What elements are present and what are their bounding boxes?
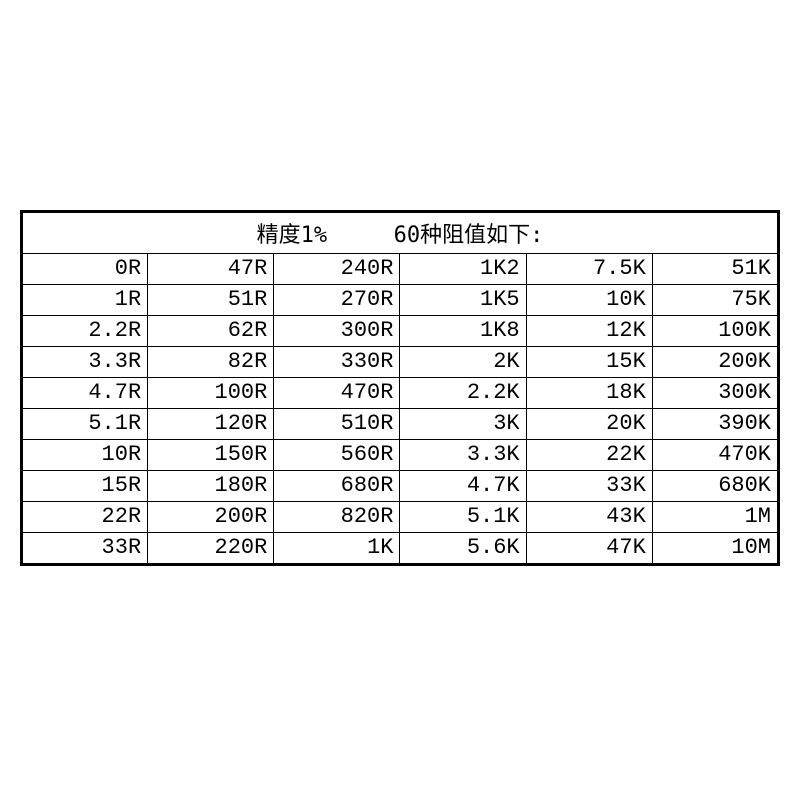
cell: 5.6K: [400, 533, 526, 565]
cell: 680K: [652, 471, 778, 502]
cell: 390K: [652, 409, 778, 440]
cell: 240R: [274, 254, 400, 285]
cell: 15R: [22, 471, 148, 502]
cell: 75K: [652, 285, 778, 316]
cell: 180R: [148, 471, 274, 502]
cell: 82R: [148, 347, 274, 378]
cell: 1K8: [400, 316, 526, 347]
table-row: 0R 47R 240R 1K2 7.5K 51K: [22, 254, 779, 285]
resistor-value-table: 精度1% 60种阻值如下: 0R 47R 240R 1K2 7.5K 51K 1…: [20, 210, 780, 566]
cell: 0R: [22, 254, 148, 285]
cell: 47K: [526, 533, 652, 565]
cell: 560R: [274, 440, 400, 471]
table-row: 33R 220R 1K 5.6K 47K 10M: [22, 533, 779, 565]
cell: 220R: [148, 533, 274, 565]
cell: 2.2K: [400, 378, 526, 409]
cell: 300R: [274, 316, 400, 347]
cell: 150R: [148, 440, 274, 471]
cell: 270R: [274, 285, 400, 316]
cell: 200R: [148, 502, 274, 533]
cell: 330R: [274, 347, 400, 378]
cell: 1K: [274, 533, 400, 565]
cell: 33R: [22, 533, 148, 565]
cell: 20K: [526, 409, 652, 440]
cell: 1R: [22, 285, 148, 316]
cell: 22R: [22, 502, 148, 533]
cell: 43K: [526, 502, 652, 533]
cell: 4.7K: [400, 471, 526, 502]
cell: 62R: [148, 316, 274, 347]
cell: 3.3R: [22, 347, 148, 378]
cell: 51K: [652, 254, 778, 285]
cell: 10M: [652, 533, 778, 565]
table-body: 0R 47R 240R 1K2 7.5K 51K 1R 51R 270R 1K5…: [22, 254, 779, 565]
cell: 22K: [526, 440, 652, 471]
cell: 12K: [526, 316, 652, 347]
table-row: 3.3R 82R 330R 2K 15K 200K: [22, 347, 779, 378]
cell: 470R: [274, 378, 400, 409]
cell: 2K: [400, 347, 526, 378]
table-header: 精度1% 60种阻值如下:: [22, 212, 779, 254]
header-count: 60种阻值如下:: [394, 217, 544, 249]
cell: 10R: [22, 440, 148, 471]
cell: 5.1R: [22, 409, 148, 440]
table-row: 10R 150R 560R 3.3K 22K 470K: [22, 440, 779, 471]
table-row: 22R 200R 820R 5.1K 43K 1M: [22, 502, 779, 533]
cell: 680R: [274, 471, 400, 502]
table-row: 2.2R 62R 300R 1K8 12K 100K: [22, 316, 779, 347]
table-row: 5.1R 120R 510R 3K 20K 390K: [22, 409, 779, 440]
cell: 1K2: [400, 254, 526, 285]
cell: 1K5: [400, 285, 526, 316]
cell: 7.5K: [526, 254, 652, 285]
cell: 33K: [526, 471, 652, 502]
cell: 15K: [526, 347, 652, 378]
cell: 470K: [652, 440, 778, 471]
table-row: 15R 180R 680R 4.7K 33K 680K: [22, 471, 779, 502]
cell: 100R: [148, 378, 274, 409]
cell: 100K: [652, 316, 778, 347]
table-row: 4.7R 100R 470R 2.2K 18K 300K: [22, 378, 779, 409]
cell: 18K: [526, 378, 652, 409]
cell: 3K: [400, 409, 526, 440]
cell: 5.1K: [400, 502, 526, 533]
cell: 10K: [526, 285, 652, 316]
cell: 200K: [652, 347, 778, 378]
cell: 51R: [148, 285, 274, 316]
header-precision: 精度1%: [257, 217, 328, 249]
table-row: 1R 51R 270R 1K5 10K 75K: [22, 285, 779, 316]
resistor-table-container: 精度1% 60种阻值如下: 0R 47R 240R 1K2 7.5K 51K 1…: [20, 210, 780, 566]
cell: 3.3K: [400, 440, 526, 471]
cell: 120R: [148, 409, 274, 440]
cell: 1M: [652, 502, 778, 533]
cell: 47R: [148, 254, 274, 285]
cell: 510R: [274, 409, 400, 440]
cell: 300K: [652, 378, 778, 409]
cell: 820R: [274, 502, 400, 533]
cell: 2.2R: [22, 316, 148, 347]
cell: 4.7R: [22, 378, 148, 409]
